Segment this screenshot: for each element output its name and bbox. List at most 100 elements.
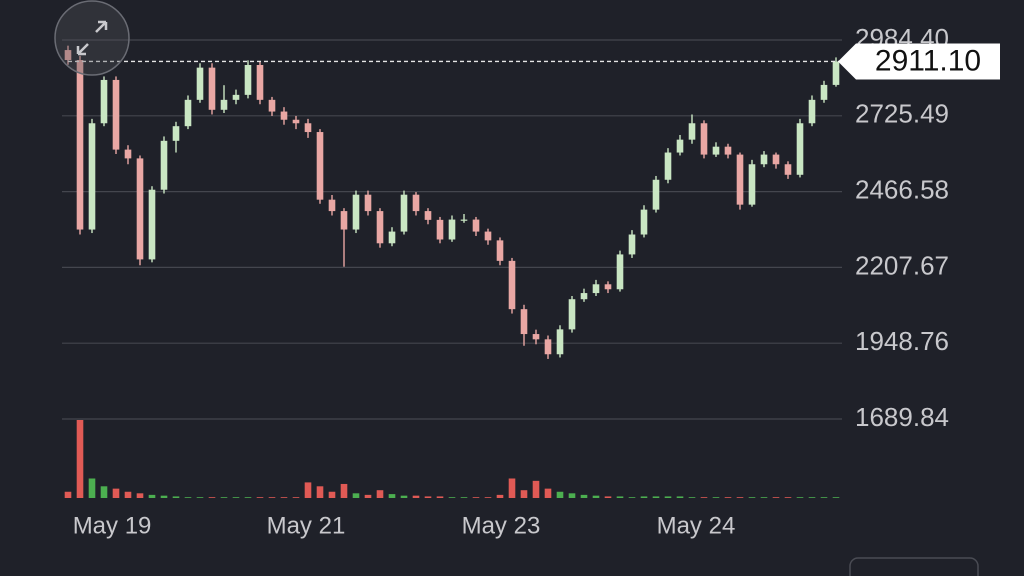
candle-body <box>724 146 732 155</box>
volume-bar <box>220 497 228 498</box>
expand-icon <box>76 20 108 56</box>
labels: 1689.841948.762207.672466.582725.492984.… <box>73 23 1000 539</box>
expand-button[interactable] <box>54 0 130 76</box>
candle-body <box>820 84 828 100</box>
volume-bar <box>760 497 768 498</box>
candle-body <box>388 231 396 244</box>
candle-body <box>172 126 180 141</box>
grid <box>62 39 842 420</box>
x-tick-label: May 23 <box>462 512 541 539</box>
volume-bar <box>688 497 696 498</box>
candle-body <box>256 65 264 100</box>
volume-bar <box>736 497 744 498</box>
volume-bar <box>64 491 72 498</box>
volume-bar <box>340 483 348 498</box>
volume-bar <box>544 488 552 498</box>
candle-body <box>136 158 144 260</box>
volume-bar <box>832 497 840 498</box>
candle-body <box>376 211 384 244</box>
candle-body <box>520 309 528 335</box>
candle-body <box>832 61 840 85</box>
volume-bar <box>172 496 180 498</box>
x-tick-label: May 19 <box>73 512 152 539</box>
y-tick-label: 2725.49 <box>855 99 949 129</box>
candle-body <box>208 67 216 110</box>
volume-bar <box>88 478 96 498</box>
candle-body <box>328 199 336 212</box>
expand-circle[interactable] <box>54 0 130 76</box>
y-tick-label: 1948.76 <box>855 326 949 356</box>
volume-bar <box>448 497 456 498</box>
volume-bar <box>280 497 288 498</box>
candle-body <box>484 231 492 241</box>
volume-bar <box>568 493 576 498</box>
volume-bar <box>520 490 528 498</box>
candle-body <box>304 123 312 133</box>
volume-bar <box>268 497 276 498</box>
candle-body <box>472 219 480 232</box>
volume-bar <box>76 420 84 498</box>
candle-body <box>604 284 612 290</box>
volume-bar <box>148 494 156 498</box>
candle-body <box>364 194 372 212</box>
volume-bar <box>412 495 420 498</box>
candle-body <box>220 99 228 110</box>
candle-body <box>268 99 276 112</box>
plot <box>64 45 840 498</box>
volume-bar <box>592 495 600 498</box>
volume-bar <box>700 497 708 498</box>
volume-bar <box>820 497 828 498</box>
volume-bar <box>424 496 432 498</box>
candle-body <box>496 240 504 261</box>
candle-body <box>544 339 552 355</box>
candle-body <box>676 139 684 153</box>
candle-body <box>88 123 96 230</box>
candle-body <box>640 209 648 235</box>
volume-bar <box>292 497 300 498</box>
volume-bar <box>316 486 324 498</box>
volume-bar <box>532 480 540 498</box>
candle-body <box>244 65 252 95</box>
candle-body <box>124 149 132 159</box>
candle-body <box>412 194 420 212</box>
volume-bar <box>712 497 720 498</box>
candle-body <box>508 260 516 310</box>
candle-body <box>712 146 720 155</box>
volume-bar <box>232 497 240 498</box>
volume-bar <box>748 497 756 498</box>
candle-body <box>280 111 288 120</box>
candle-body <box>616 254 624 290</box>
volume-bar <box>796 497 804 498</box>
candle-body <box>160 140 168 190</box>
volume-bar <box>508 478 516 498</box>
candle-body <box>736 154 744 205</box>
volume-bar <box>400 495 408 498</box>
candle-body <box>196 67 204 100</box>
candle-body <box>460 219 468 221</box>
volume-bar <box>496 494 504 498</box>
volume-bar <box>184 497 192 498</box>
candle-body <box>100 79 108 124</box>
candle-body <box>592 284 600 294</box>
bottom-button[interactable] <box>849 557 979 576</box>
candle-body <box>760 154 768 165</box>
volume-bar <box>616 496 624 498</box>
candle-body <box>340 211 348 230</box>
candle-body <box>184 99 192 127</box>
volume-bar <box>640 496 648 498</box>
last-price-label: 2911.10 <box>875 44 981 77</box>
volume-bar <box>472 497 480 498</box>
volume-bar <box>364 494 372 498</box>
candle-body <box>652 179 660 210</box>
y-tick-label: 2207.67 <box>855 250 949 280</box>
volume-bar <box>664 496 672 498</box>
candle-body <box>292 119 300 124</box>
volume-bar <box>136 493 144 498</box>
volume-bar <box>376 490 384 498</box>
volume-bar <box>124 491 132 498</box>
volume-bar <box>196 497 204 498</box>
volume-bar <box>112 488 120 498</box>
candle-body <box>316 132 324 200</box>
volume-bar <box>244 497 252 498</box>
